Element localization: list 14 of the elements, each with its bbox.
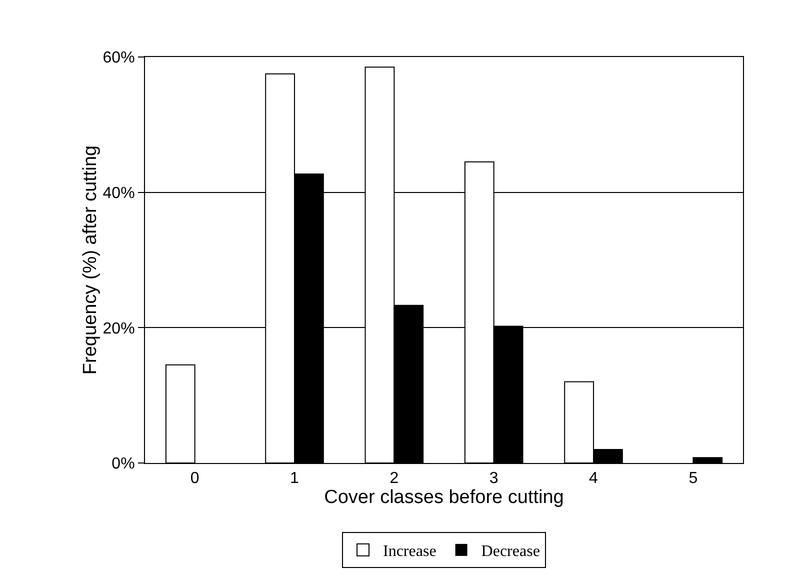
y-tick-label: 60% xyxy=(102,50,135,67)
x-tick-label: 5 xyxy=(688,470,698,488)
legend-label: Decrease xyxy=(481,543,540,560)
y-axis-title: Frequency (%) after cutting xyxy=(80,145,101,375)
x-tick-label: 3 xyxy=(489,470,498,488)
legend-label: Increase xyxy=(383,543,436,560)
x-tick-label: 2 xyxy=(390,470,399,488)
x-axis-title: Cover classes before cutting xyxy=(324,487,564,508)
x-tick-label: 4 xyxy=(589,470,598,488)
x-tick-label: 1 xyxy=(290,470,300,488)
x-tick-label: 0 xyxy=(190,470,200,488)
y-tick-label: 20% xyxy=(102,320,135,338)
y-tick-label: 40% xyxy=(102,184,135,202)
y-tick-label: 0% xyxy=(112,456,135,473)
